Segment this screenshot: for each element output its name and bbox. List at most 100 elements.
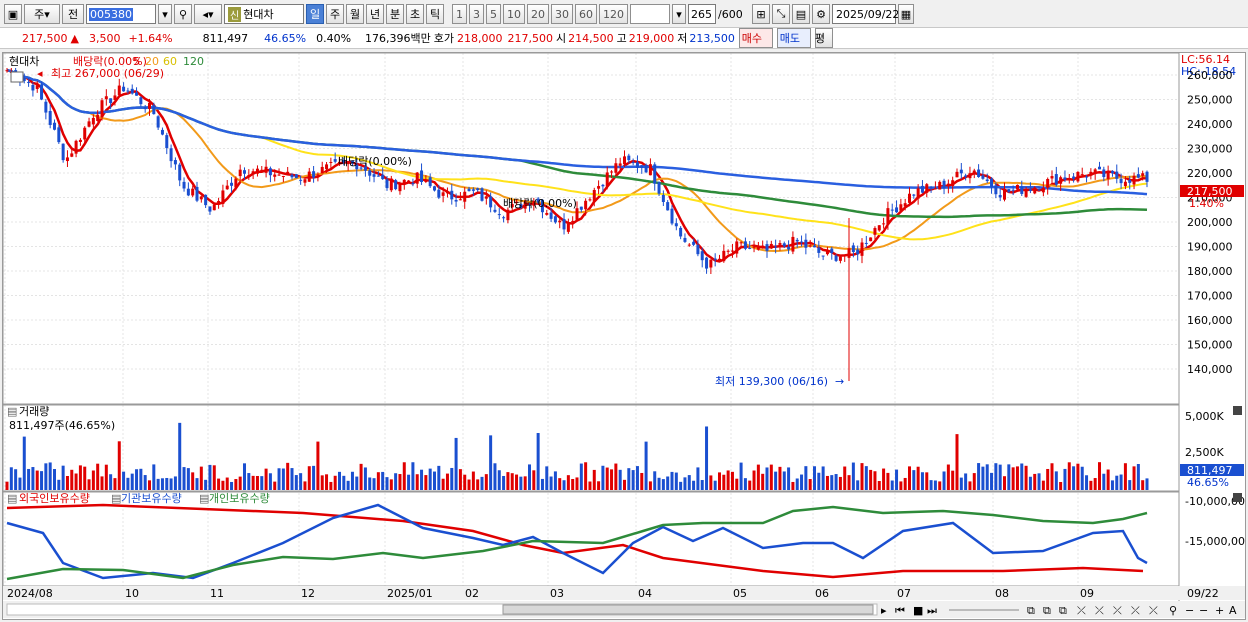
calendar-icon[interactable]: ▦ (898, 4, 914, 24)
tool-icon-5[interactable]: ⤫ (1149, 604, 1158, 617)
candle-body (523, 201, 527, 209)
volume-bar (774, 471, 778, 490)
draw-icon[interactable]: ⤡ (772, 4, 790, 24)
buy-button[interactable]: 매수 (738, 28, 773, 48)
candle-body (53, 122, 56, 130)
candle-body (433, 186, 436, 191)
holder-close-icon[interactable] (1233, 493, 1242, 502)
volume-bar (558, 478, 562, 490)
save-icon[interactable]: ▤ (792, 4, 810, 24)
interval-120[interactable]: 120 (599, 4, 628, 24)
search-icon[interactable]: ⚲ (174, 4, 192, 24)
candle-body (44, 101, 48, 113)
count-input[interactable]: 265 (688, 4, 716, 24)
candle-body (1076, 171, 1080, 182)
stock-chart[interactable]: 현대차 배당락(0.00%) 5 20 60 120 ◂ 최고 267,000 … (2, 52, 1248, 619)
interval-3[interactable]: 3 (469, 4, 484, 24)
indicator-icon[interactable]: ⊞ (752, 4, 770, 24)
candle-body (964, 175, 968, 177)
speaker-icon[interactable]: ◂▾ (194, 4, 222, 24)
volume-bar (601, 465, 605, 490)
tab-year[interactable]: 년 (366, 4, 384, 24)
tab-second[interactable]: 초 (406, 4, 424, 24)
candle-body (1007, 189, 1011, 192)
price-yaxis: 260,000250,000240,000230,000220,000210,0… (1187, 69, 1233, 376)
scrollbar-thumb[interactable] (502, 604, 874, 615)
candle-body (186, 188, 190, 196)
interval-10[interactable]: 10 (503, 4, 525, 24)
candle-body (148, 102, 151, 109)
stock-name-field[interactable]: 신 현대차 (224, 4, 304, 24)
interval-30[interactable]: 30 (551, 4, 573, 24)
layout-icon-3[interactable]: ⧉ (1059, 604, 1067, 617)
candle-body (458, 199, 462, 201)
sell-button[interactable]: 매도 (776, 28, 811, 48)
interval-custom[interactable] (630, 4, 670, 24)
candle-body (450, 190, 454, 200)
volume-bar (519, 476, 523, 490)
tab-tick-label: 틱 (429, 8, 441, 21)
volume-bar (679, 481, 683, 490)
layout-icon-2[interactable]: ⧉ (1043, 604, 1051, 617)
candle-body (709, 259, 713, 268)
candle-body (1119, 178, 1123, 184)
tab-minute[interactable]: 분 (386, 4, 404, 24)
dividend-marker-3: 배당락(0.00%) (73, 55, 147, 68)
zoom-out-icon[interactable]: − (1185, 604, 1194, 617)
candle-body (895, 207, 899, 213)
candle-body (1037, 189, 1041, 191)
candle-body (109, 98, 113, 104)
rewind-icon[interactable]: ⏮ (895, 604, 905, 617)
volume-bar (964, 473, 968, 490)
date-input[interactable]: 2025/09/22 (832, 4, 899, 24)
volume-bar (208, 464, 212, 490)
volume-bar (985, 464, 989, 490)
tab-week[interactable]: 주 (326, 4, 344, 24)
volume-bar (908, 466, 911, 490)
zoom-reset-icon[interactable]: − (1199, 604, 1208, 617)
volume-bar (307, 466, 311, 490)
candle-body (61, 143, 65, 161)
candle-body (368, 170, 372, 176)
gear-icon[interactable]: ⚙ (812, 4, 830, 24)
tool-icon-4[interactable]: ⤫ (1131, 604, 1140, 617)
text-tool-icon[interactable]: A (1229, 604, 1237, 617)
volume-close-icon[interactable] (1233, 406, 1242, 415)
window-icon[interactable]: ▣ (4, 4, 22, 24)
tab-tick[interactable]: 틱 (426, 4, 444, 24)
volume-bar (467, 479, 471, 490)
volume-bar (1067, 462, 1071, 490)
period-select[interactable]: 주 ▾ (24, 4, 60, 24)
play-icon[interactable]: ▸ (881, 604, 887, 617)
scrollbar-track[interactable] (6, 603, 878, 616)
legend-toggle-icon[interactable] (10, 71, 24, 83)
chart-area[interactable]: 현대차 배당락(0.00%) 5 20 60 120 ◂ 최고 267,000 … (2, 52, 1248, 620)
forward-icon[interactable]: ⏭ (927, 604, 937, 617)
interval-1[interactable]: 1 (452, 4, 467, 24)
tool-icon-2[interactable]: ⤫ (1095, 604, 1104, 617)
volume-bar (191, 472, 195, 490)
zoom-search-icon[interactable]: ⚲ (1169, 604, 1177, 617)
interval-dropdown[interactable]: ▾ (672, 4, 686, 24)
tab-day[interactable]: 일 (306, 4, 324, 24)
zoom-in-icon[interactable]: + (1215, 604, 1224, 617)
interval-60[interactable]: 60 (575, 4, 597, 24)
volume-bar (813, 466, 816, 490)
tab-month[interactable]: 월 (346, 4, 364, 24)
eval-button[interactable]: 평 (815, 28, 833, 48)
code-dropdown[interactable]: ▾ (158, 4, 172, 24)
hc-value: HC:-18.54 (1181, 65, 1236, 78)
interval-20[interactable]: 20 (527, 4, 549, 24)
adjust-select[interactable]: 전 (62, 4, 84, 24)
tool-icon-1[interactable]: ⤫ (1077, 604, 1086, 617)
tool-icon-3[interactable]: ⤫ (1113, 604, 1122, 617)
layout-icon-1[interactable]: ⧉ (1027, 604, 1035, 617)
candle-body (791, 236, 795, 252)
volume-bar (1145, 478, 1149, 490)
stock-code-input[interactable]: 005380 (86, 4, 156, 24)
low-label: 저 (677, 32, 688, 45)
interval-5[interactable]: 5 (486, 4, 501, 24)
stop-icon[interactable]: ■ (913, 604, 923, 617)
foreign-holdings-label: 외국인보유수량 (19, 492, 90, 505)
volume-bar (882, 468, 886, 490)
